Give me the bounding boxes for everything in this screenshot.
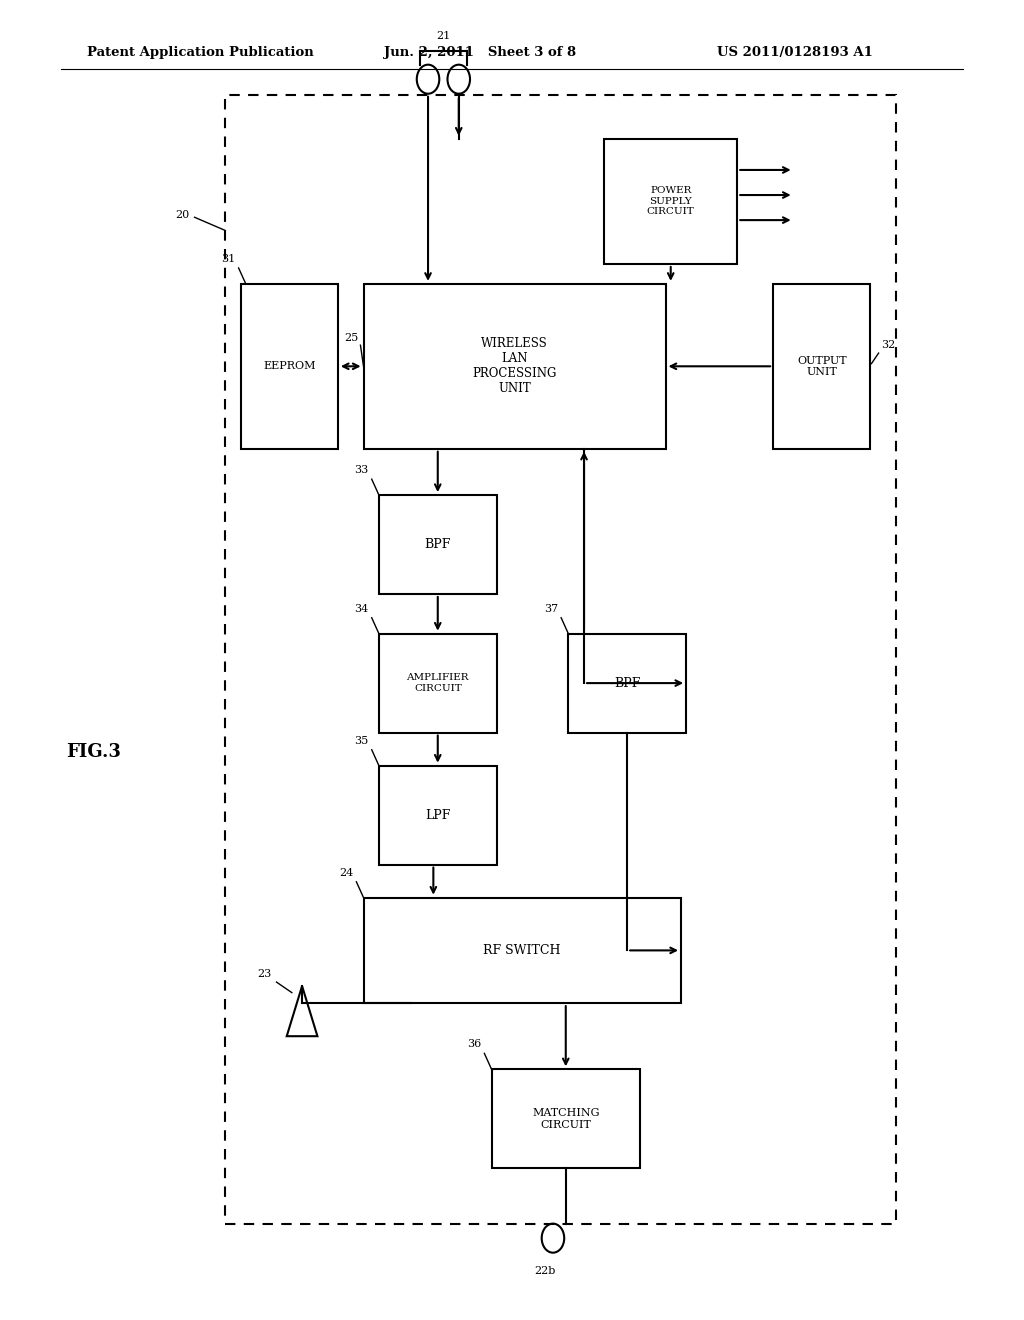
Bar bbox=[379, 495, 497, 594]
Text: 20: 20 bbox=[175, 210, 189, 219]
Text: 33: 33 bbox=[354, 465, 369, 475]
Bar bbox=[364, 284, 666, 449]
Text: Jun. 2, 2011   Sheet 3 of 8: Jun. 2, 2011 Sheet 3 of 8 bbox=[384, 46, 577, 59]
Text: 34: 34 bbox=[354, 603, 369, 614]
Text: 32: 32 bbox=[881, 341, 895, 350]
Text: Patent Application Publication: Patent Application Publication bbox=[87, 46, 313, 59]
Text: LPF: LPF bbox=[425, 809, 451, 821]
Text: 22b: 22b bbox=[535, 1266, 555, 1276]
Bar bbox=[241, 284, 338, 449]
Text: 36: 36 bbox=[467, 1039, 481, 1049]
Text: RF SWITCH: RF SWITCH bbox=[483, 944, 561, 957]
Bar bbox=[773, 284, 870, 449]
Text: US 2011/0128193 A1: US 2011/0128193 A1 bbox=[717, 46, 872, 59]
Bar bbox=[225, 95, 896, 1224]
Text: OUTPUT
UNIT: OUTPUT UNIT bbox=[797, 355, 847, 378]
Text: 31: 31 bbox=[221, 253, 236, 264]
Text: EEPROM: EEPROM bbox=[263, 362, 315, 371]
Text: 23: 23 bbox=[257, 969, 271, 979]
Text: WIRELESS
LAN
PROCESSING
UNIT: WIRELESS LAN PROCESSING UNIT bbox=[472, 338, 557, 395]
Text: AMPLIFIER
CIRCUIT: AMPLIFIER CIRCUIT bbox=[407, 673, 469, 693]
Bar bbox=[364, 898, 681, 1003]
Bar bbox=[492, 1069, 640, 1168]
Text: 37: 37 bbox=[544, 603, 558, 614]
Text: 35: 35 bbox=[354, 735, 369, 746]
Text: 25: 25 bbox=[344, 333, 358, 342]
Text: BPF: BPF bbox=[425, 539, 451, 550]
Bar bbox=[568, 634, 686, 733]
Bar bbox=[379, 766, 497, 865]
Text: FIG.3: FIG.3 bbox=[67, 743, 122, 762]
Text: 24: 24 bbox=[339, 867, 353, 878]
Text: BPF: BPF bbox=[614, 677, 640, 689]
Bar bbox=[604, 139, 737, 264]
Text: MATCHING
CIRCUIT: MATCHING CIRCUIT bbox=[532, 1107, 599, 1130]
Bar bbox=[379, 634, 497, 733]
Text: 21: 21 bbox=[436, 30, 451, 41]
Text: POWER
SUPPLY
CIRCUIT: POWER SUPPLY CIRCUIT bbox=[647, 186, 694, 216]
